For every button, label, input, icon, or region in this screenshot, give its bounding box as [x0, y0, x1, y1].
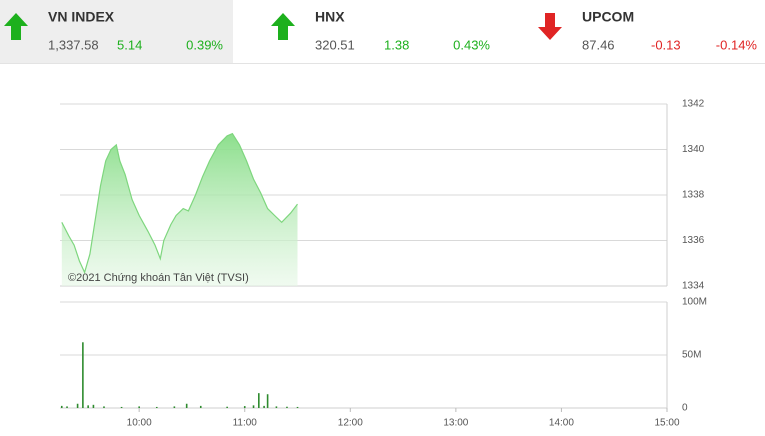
x-tick-label: 14:00 — [549, 418, 574, 429]
index-percent: 0.43% — [453, 37, 490, 52]
up-arrow — [4, 13, 28, 40]
y-tick-label: 50M — [682, 350, 701, 361]
volume-bar — [155, 406, 158, 408]
y-tick-label: 1340 — [682, 144, 705, 155]
index-percent: 0.39% — [186, 37, 223, 52]
volume-bar — [199, 405, 202, 408]
volume-bar — [258, 393, 260, 408]
volume-bar — [266, 394, 269, 408]
volume-bar — [92, 404, 95, 408]
y-tick-label: 1334 — [682, 281, 705, 292]
y-tick-label: 0 — [682, 403, 688, 414]
volume-bar — [76, 403, 79, 408]
price-line — [61, 132, 298, 275]
volume-bar — [296, 406, 299, 408]
y-tick-label: 1336 — [682, 235, 705, 246]
x-tick-label: 10:00 — [127, 418, 152, 429]
index-name: UPCOM — [582, 9, 634, 25]
y-tick-label: 100M — [682, 297, 707, 308]
volume-bar — [103, 406, 105, 408]
volume-bar — [87, 405, 89, 408]
volume-bar — [226, 406, 228, 408]
volume-bar — [173, 406, 176, 408]
x-tick-label: 15:00 — [654, 418, 679, 429]
x-tick-label: 11:00 — [233, 418, 258, 429]
up-arrow — [271, 13, 295, 40]
index-name: VN INDEX — [48, 9, 115, 25]
x-tick-label: 12:00 — [338, 418, 363, 429]
volume-bar — [286, 406, 288, 408]
index-value: 87.46 — [582, 37, 615, 52]
volume-bar — [60, 405, 63, 408]
index-change: 5.14 — [117, 37, 142, 52]
down-arrow — [538, 13, 562, 40]
x-tick-label: 13:00 — [443, 418, 468, 429]
volume-bar — [275, 406, 278, 408]
volume-bar — [263, 405, 265, 408]
index-change: 1.38 — [384, 37, 409, 52]
volume-bar — [185, 403, 188, 408]
volume-bar — [138, 406, 140, 408]
price-area — [61, 133, 298, 286]
index-value: 320.51 — [315, 37, 355, 52]
y-tick-label: 1338 — [682, 190, 705, 201]
volume-bar — [243, 406, 246, 408]
active-tile-bg — [0, 0, 233, 63]
y-tick-label: 1342 — [682, 99, 705, 110]
index-value: 1,337.58 — [48, 37, 99, 52]
index-change: -0.13 — [651, 37, 681, 52]
volume-bar — [252, 405, 255, 408]
volume-bar — [66, 406, 68, 408]
index-name: HNX — [315, 9, 345, 25]
annotation: ©2021 Chứng khoán Tân Việt (TVSI) — [68, 272, 249, 284]
index-percent: -0.14% — [716, 37, 758, 52]
volume-bar — [82, 342, 84, 408]
volume-bar — [120, 406, 123, 408]
